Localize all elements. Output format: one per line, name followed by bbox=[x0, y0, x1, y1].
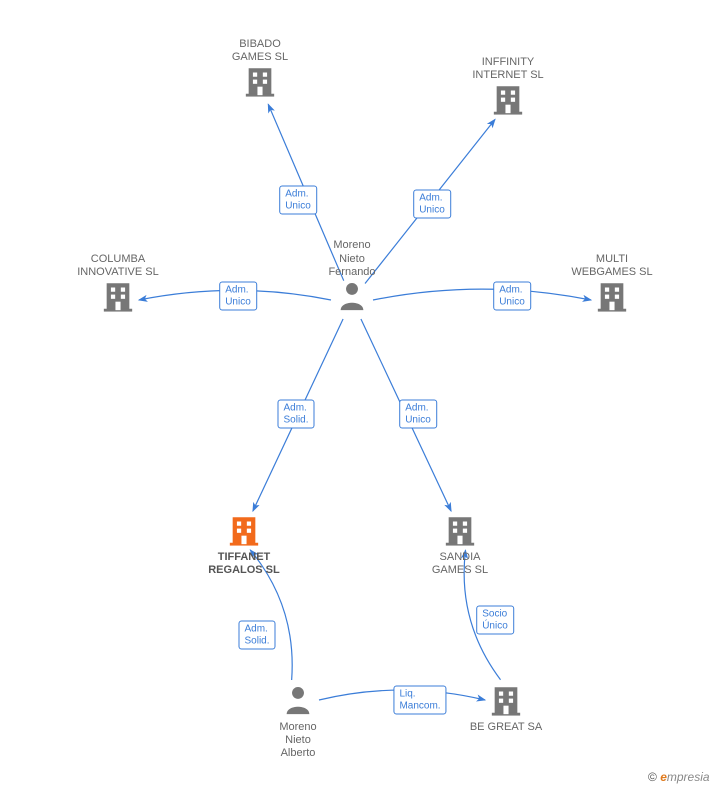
edge-label-begreat-sandia: Socio Único bbox=[476, 606, 514, 635]
copyright: © empresia bbox=[648, 770, 710, 784]
copyright-symbol: © bbox=[648, 770, 657, 784]
brand-e: e bbox=[660, 770, 667, 784]
edge-label-moreno_f-inffinity: Adm. Unico bbox=[413, 190, 451, 219]
edge-label-moreno_f-bibado: Adm. Unico bbox=[279, 186, 317, 215]
edge-moreno_a-tiffanet bbox=[250, 550, 292, 680]
edge-label-moreno_a-begreat: Liq. Mancom. bbox=[393, 686, 446, 715]
edge-label-moreno_f-sandia: Adm. Unico bbox=[399, 400, 437, 429]
edge-label-moreno_f-columba: Adm. Unico bbox=[219, 282, 257, 311]
edge-label-moreno_f-tiffanet: Adm. Solid. bbox=[277, 400, 314, 429]
diagram-canvas bbox=[0, 0, 728, 795]
brand-rest: mpresia bbox=[667, 770, 710, 784]
edge-label-moreno_a-tiffanet: Adm. Solid. bbox=[238, 621, 275, 650]
edge-label-moreno_f-multi: Adm. Unico bbox=[493, 282, 531, 311]
edge-moreno_f-multi bbox=[373, 289, 591, 300]
